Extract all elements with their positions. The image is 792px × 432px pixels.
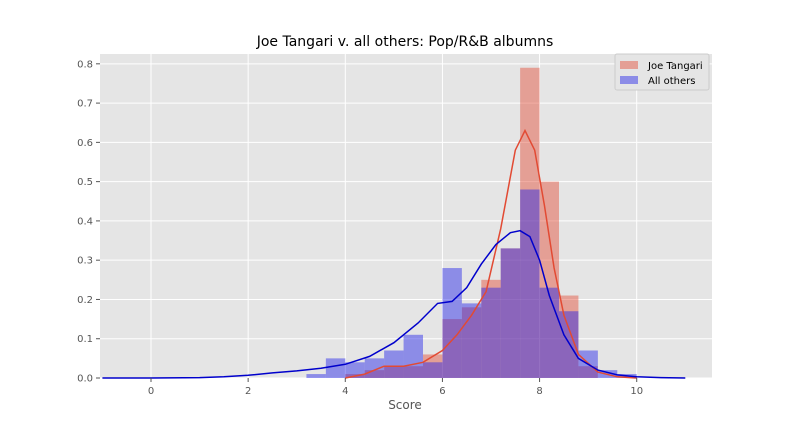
x-axis-label: Score	[388, 398, 422, 412]
y-axis-ticks: 0.0 0.1 0.2 0.3 0.4 0.5 0.6 0.7 0.8	[77, 59, 100, 385]
density-curves	[102, 128, 686, 379]
bar-all-others	[442, 268, 462, 378]
x-tick-label: 0	[148, 386, 154, 397]
x-tick-label: 10	[630, 386, 643, 397]
bar-joe-tangari	[403, 366, 423, 378]
bar-all-others	[306, 374, 326, 378]
bar-joe-tangari	[520, 67, 540, 378]
bar-joe-tangari	[423, 354, 443, 378]
bar-all-others	[520, 189, 540, 378]
y-tick-label: 0.4	[77, 216, 93, 227]
bar-all-others	[559, 311, 579, 378]
legend-box	[614, 53, 710, 91]
bar-all-others	[364, 358, 385, 378]
legend: Joe Tangari All others	[614, 53, 710, 91]
bar-all-others	[423, 362, 443, 378]
x-tick-label: 4	[342, 386, 348, 397]
plot-area	[100, 54, 712, 378]
y-tick-label: 0.6	[77, 138, 93, 149]
bar-all-others	[325, 358, 346, 378]
legend-swatch-joe-tangari	[620, 61, 638, 69]
bar-joe-tangari	[539, 181, 559, 378]
legend-label-all-others: All others	[648, 76, 695, 87]
kde-curve-joe-tangari	[345, 128, 637, 379]
y-tick-label: 0.5	[77, 177, 93, 188]
bar-joe-tangari	[384, 366, 404, 378]
bar-all-others	[539, 287, 559, 378]
bar-joe-tangari	[461, 307, 482, 378]
kde-curve-all-others	[102, 229, 686, 379]
legend-swatch-all-others	[620, 76, 638, 84]
x-tick-label: 6	[439, 386, 445, 397]
bar-joe-tangari	[481, 279, 501, 378]
bar-all-others	[384, 350, 404, 378]
bar-joe-tangari	[500, 248, 521, 378]
bar-joe-tangari	[578, 366, 598, 378]
bar-joe-tangari	[364, 370, 385, 378]
x-tick-label: 2	[245, 386, 251, 397]
bar-all-others	[500, 248, 521, 378]
x-axis-ticks: 0 2 4 6 8 10	[148, 378, 643, 397]
y-tick-label: 0.2	[77, 295, 93, 306]
y-tick-label: 0.1	[77, 334, 93, 345]
legend-label-joe-tangari: Joe Tangari	[647, 61, 703, 72]
y-tick-label: 0.7	[77, 99, 93, 110]
bar-all-others	[403, 334, 423, 378]
x-tick-label: 8	[536, 386, 542, 397]
y-tick-label: 0.3	[77, 256, 93, 267]
chart-title: Joe Tangari v. all others: Pop/R&B album…	[256, 34, 554, 50]
histogram-bars	[306, 67, 637, 378]
bar-all-others	[345, 362, 365, 378]
grid-lines	[100, 54, 712, 379]
bar-all-others	[481, 287, 501, 378]
y-tick-label: 0.8	[77, 59, 93, 70]
y-tick-label: 0.0	[77, 374, 93, 385]
